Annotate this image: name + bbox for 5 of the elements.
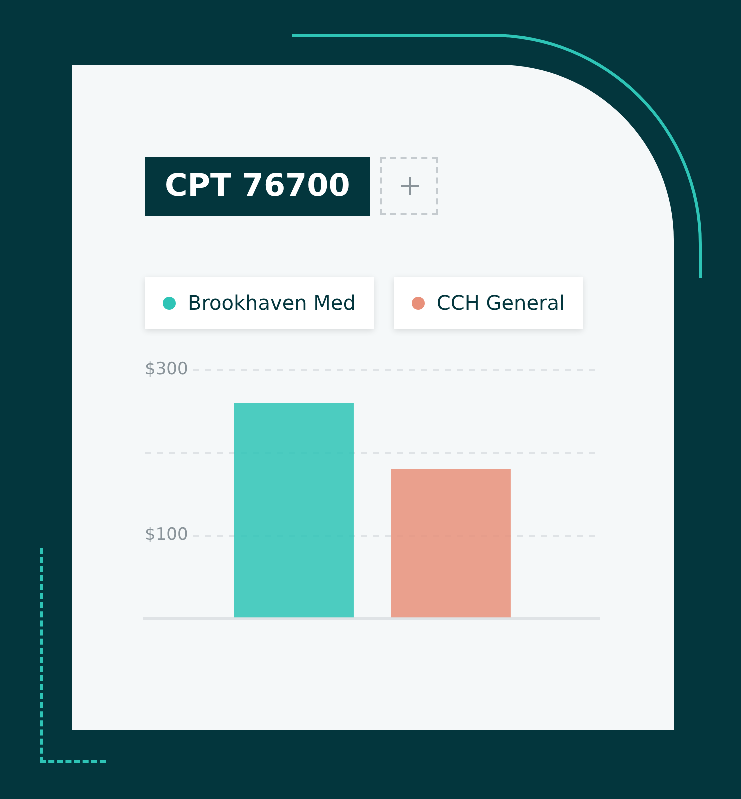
chart-title: CPT 76700 — [145, 157, 370, 216]
legend-label: CCH General — [436, 291, 566, 315]
y-tick-label: $300 — [145, 360, 188, 380]
y-tick-label: $100 — [145, 525, 188, 546]
legend-label: Brookhaven Med — [188, 291, 356, 315]
